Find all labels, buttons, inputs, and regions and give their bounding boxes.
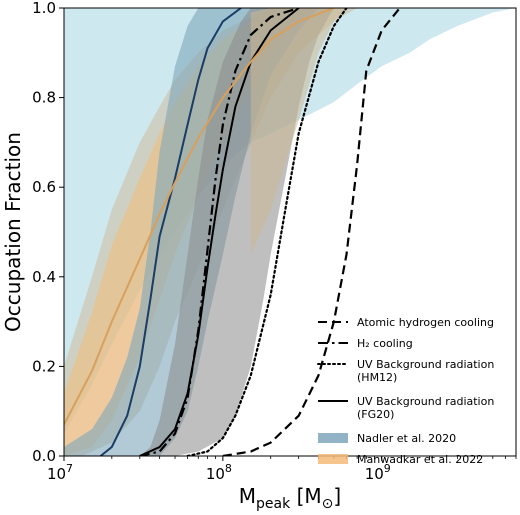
y-tick-label: 0.8 — [32, 89, 56, 107]
plot-frame — [63, 7, 517, 457]
legend-label-3-line2: (FG20) — [357, 408, 394, 421]
y-tick-label: 0.6 — [32, 178, 56, 196]
series-line-1 — [139, 8, 300, 456]
legend-patch-5 — [318, 454, 348, 464]
y-tick-label: 0.0 — [32, 447, 56, 465]
legend-label-3: UV Background radiation — [357, 395, 494, 408]
y-tick-label: 0.4 — [32, 268, 56, 286]
legend: Atomic hydrogen cooling H₂ cooling UV Back… — [317, 316, 494, 466]
x-axis-title: Mpeak [M⊙] — [239, 484, 341, 512]
legend-label-4: Nadler et al. 2020 — [357, 432, 456, 445]
y-tick-label: 0.2 — [32, 357, 56, 375]
series-line-4 — [99, 8, 242, 456]
x-tick-label: 107 — [47, 462, 73, 483]
x-tick-label: 108 — [206, 462, 232, 483]
legend-label-2: UV Background radiation — [357, 358, 494, 371]
legend-label-2-line2: (HM12) — [357, 371, 397, 384]
tan-band — [250, 8, 347, 255]
y-axis-title: Occupation Fraction — [1, 132, 25, 332]
series-line-2 — [186, 8, 348, 456]
legend-label-0: Atomic hydrogen cooling — [357, 316, 494, 329]
series-line-5 — [64, 8, 335, 426]
manwadkar-band — [64, 8, 319, 456]
legend-patch-4 — [318, 433, 348, 443]
legend-label-5: Manwadkar et al. 2022 — [357, 453, 483, 466]
legend-label-1: H₂ cooling — [357, 337, 413, 350]
confidence-bands — [64, 8, 516, 456]
y-tick-label: 1.0 — [32, 0, 56, 17]
